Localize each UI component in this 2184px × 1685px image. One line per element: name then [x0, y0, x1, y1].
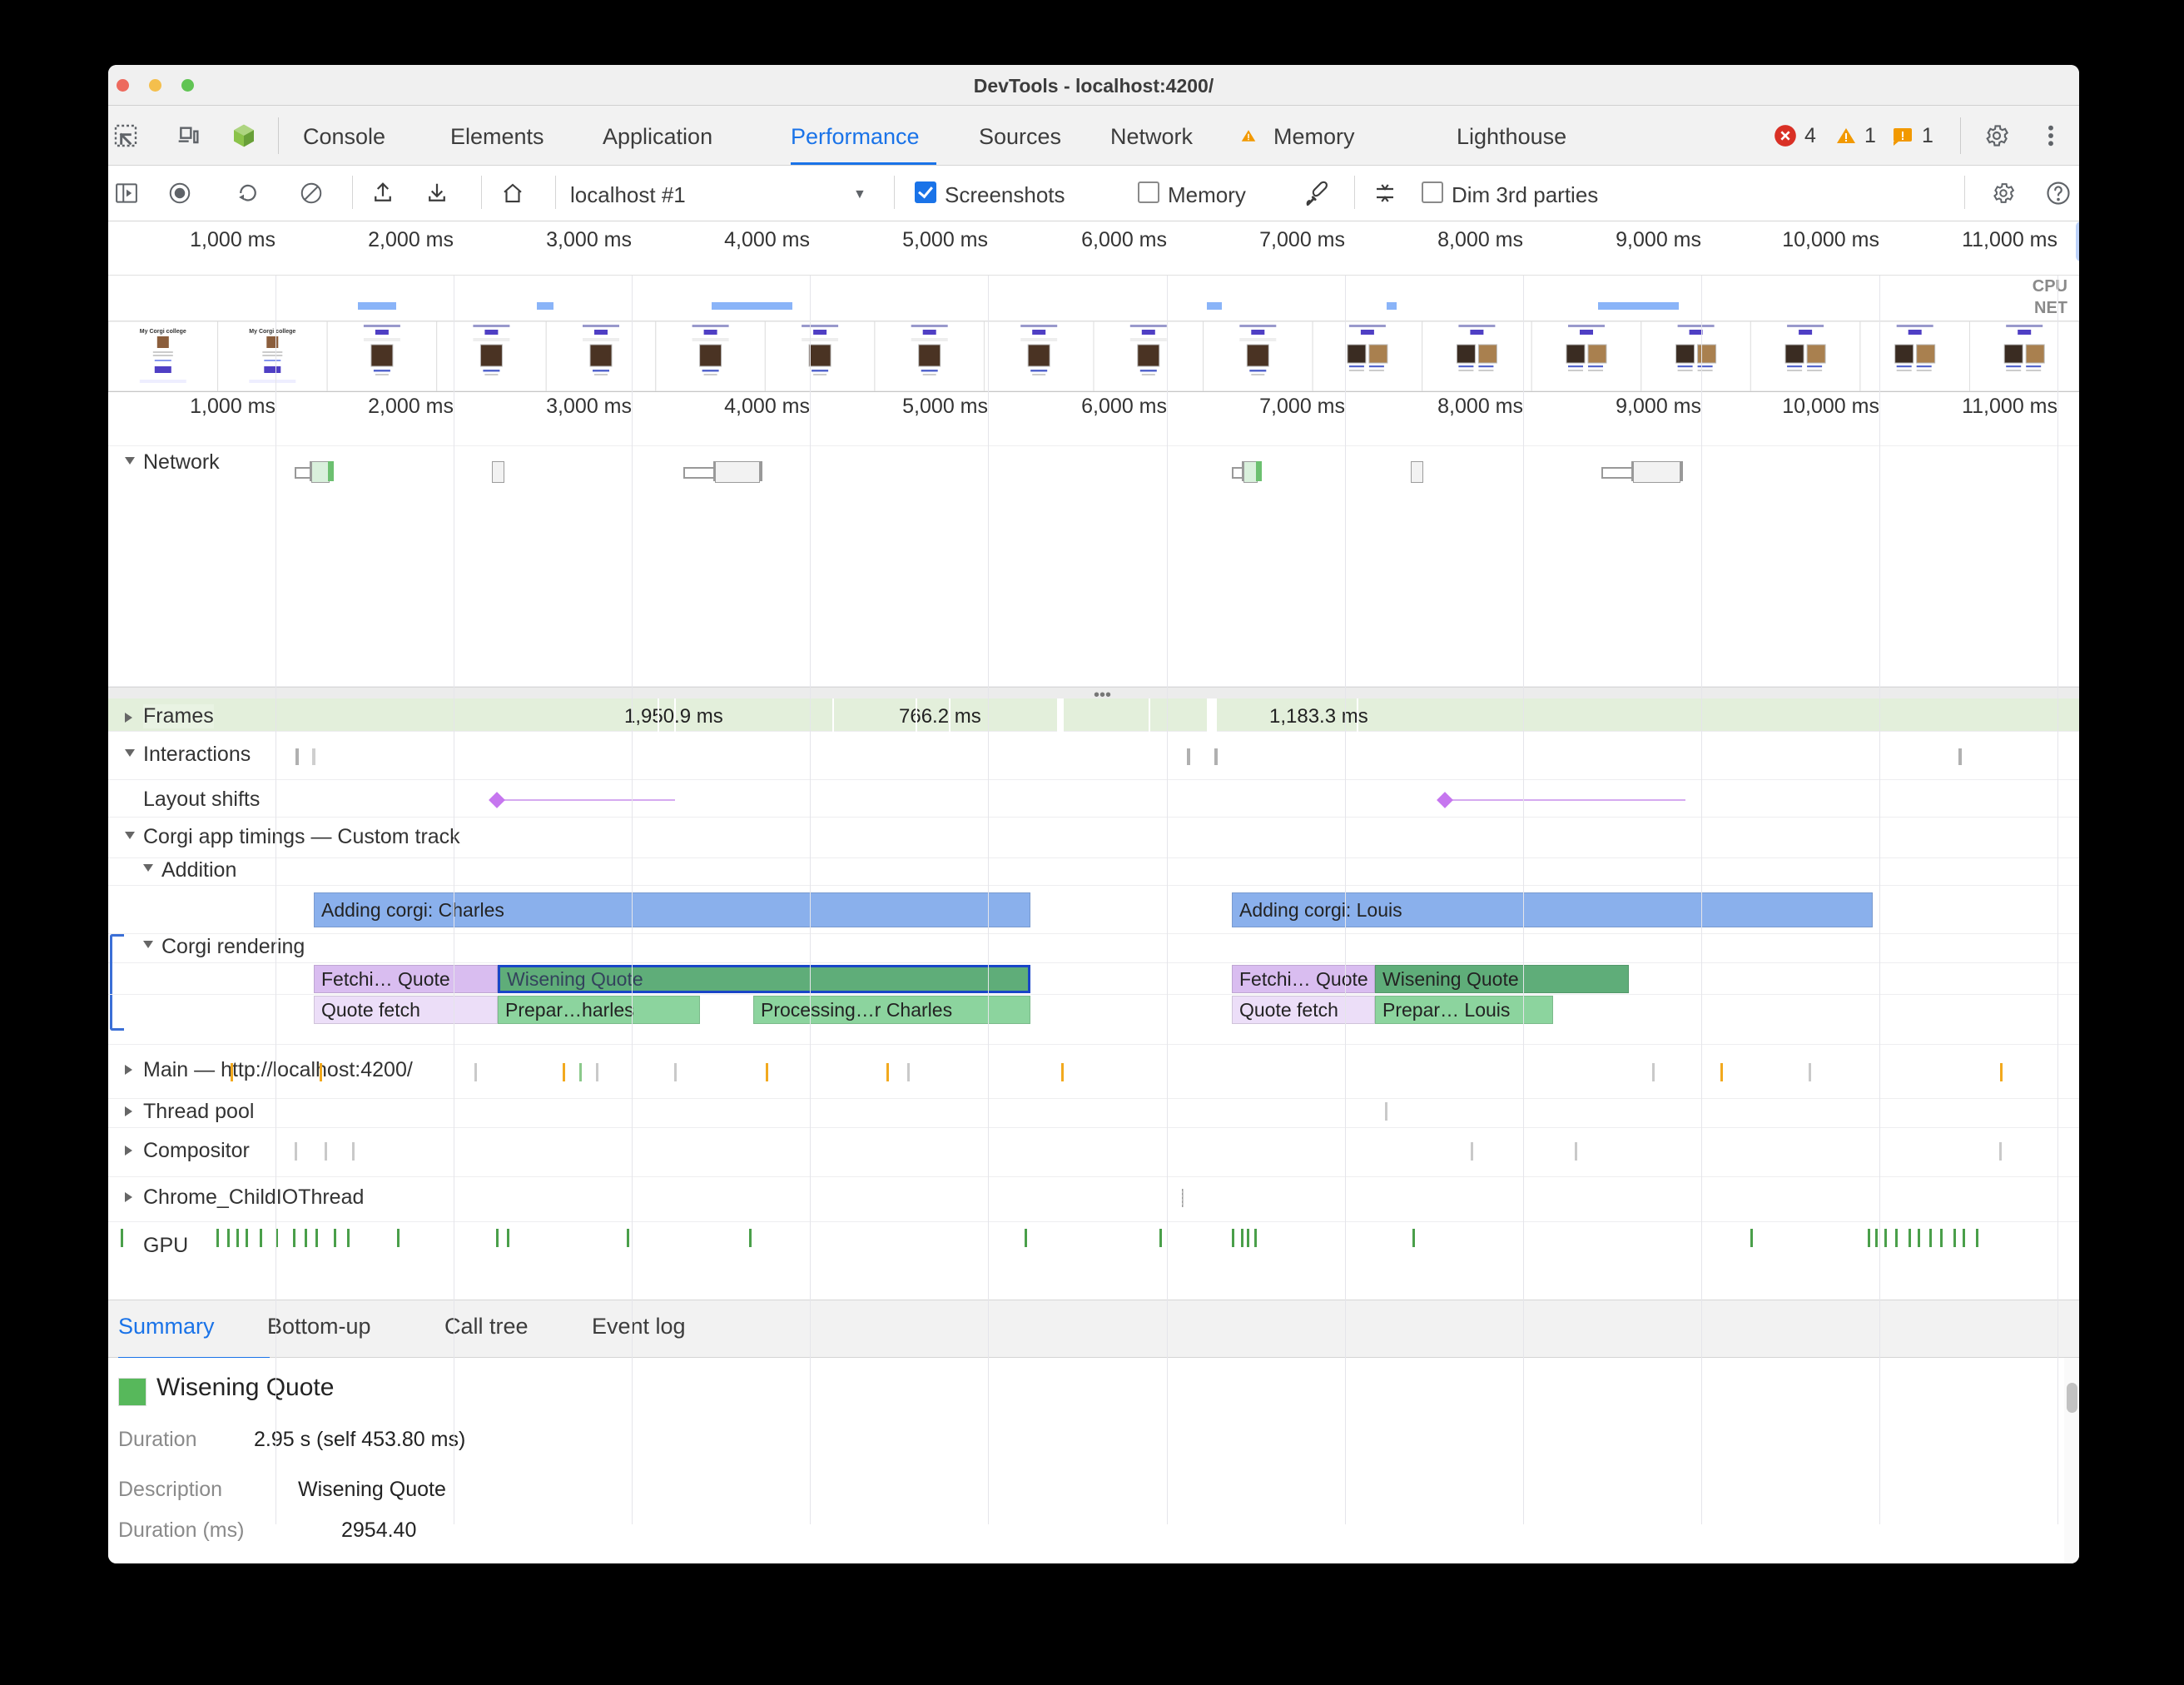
svg-text:My Corgi college: My Corgi college: [249, 329, 295, 335]
svg-text:My Corgi college: My Corgi college: [140, 329, 186, 335]
